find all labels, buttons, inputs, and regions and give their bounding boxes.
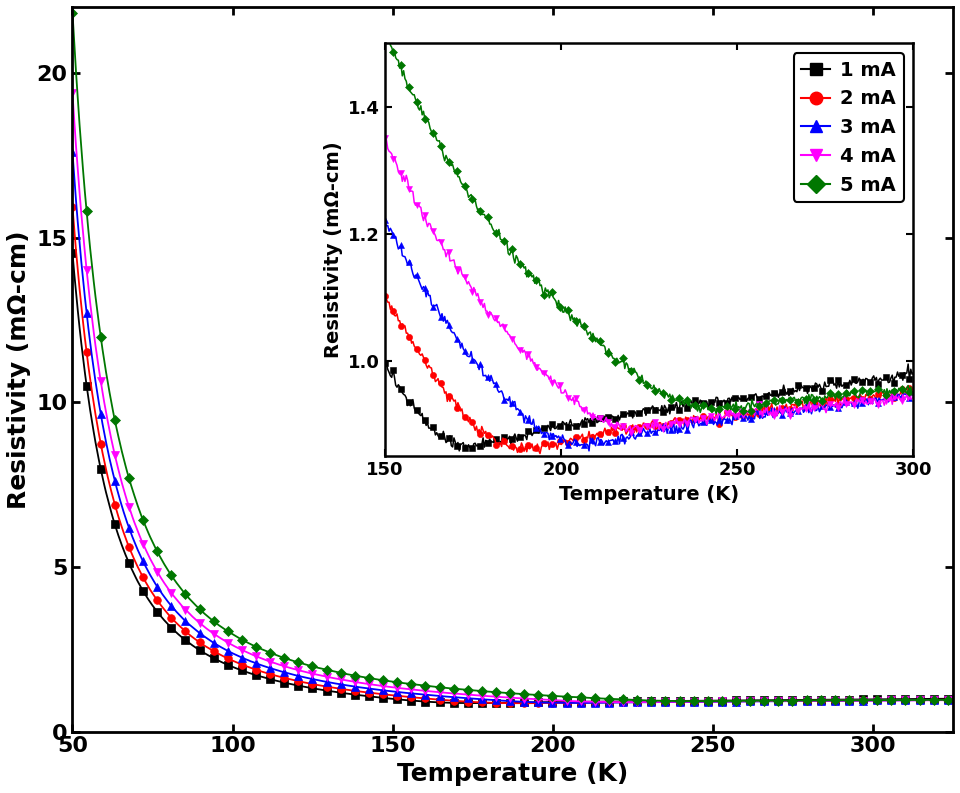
Line: 1 mA: 1 mA (69, 249, 957, 707)
1 mA (790, 695, 802, 705)
Line: 3 mA: 3 mA (69, 148, 957, 707)
X-axis label: Temperature (K): Temperature (K) (397, 762, 629, 786)
4 mA (485, 691, 496, 701)
3 mA (571, 699, 583, 708)
Y-axis label: Resistivity (mΩ-cm): Resistivity (mΩ-cm) (7, 230, 31, 508)
2 mA (67, 202, 79, 212)
2 mA (512, 699, 523, 708)
3 mA (790, 696, 802, 706)
4 mA (67, 88, 79, 98)
3 mA (948, 695, 959, 705)
4 mA (928, 695, 940, 705)
2 mA (485, 698, 496, 707)
5 mA (491, 688, 502, 697)
2 mA (948, 695, 959, 704)
3 mA (491, 695, 502, 705)
4 mA (611, 697, 622, 707)
2 mA (491, 698, 502, 707)
5 mA (948, 695, 959, 705)
2 mA (592, 698, 604, 707)
4 mA (491, 692, 502, 702)
1 mA (487, 698, 498, 707)
4 mA (543, 695, 555, 705)
4 mA (790, 696, 802, 706)
3 mA (543, 698, 555, 707)
2 mA (790, 696, 802, 706)
3 mA (67, 147, 79, 157)
1 mA (468, 699, 479, 708)
5 mA (689, 696, 701, 706)
5 mA (928, 695, 940, 705)
5 mA (67, 8, 79, 17)
3 mA (928, 695, 940, 705)
4 mA (590, 697, 602, 707)
5 mA (590, 693, 602, 703)
1 mA (948, 694, 959, 703)
4 mA (948, 695, 959, 705)
Line: 4 mA: 4 mA (69, 89, 957, 706)
1 mA (545, 697, 557, 707)
2 mA (928, 695, 940, 705)
1 mA (67, 248, 79, 258)
1 mA (592, 697, 604, 707)
Line: 2 mA: 2 mA (69, 203, 957, 707)
3 mA (485, 695, 496, 705)
5 mA (543, 691, 555, 700)
Line: 5 mA: 5 mA (69, 9, 957, 705)
2 mA (545, 698, 557, 707)
3 mA (592, 698, 604, 707)
5 mA (790, 695, 802, 705)
1 mA (928, 694, 940, 703)
5 mA (485, 687, 496, 696)
1 mA (492, 698, 504, 707)
